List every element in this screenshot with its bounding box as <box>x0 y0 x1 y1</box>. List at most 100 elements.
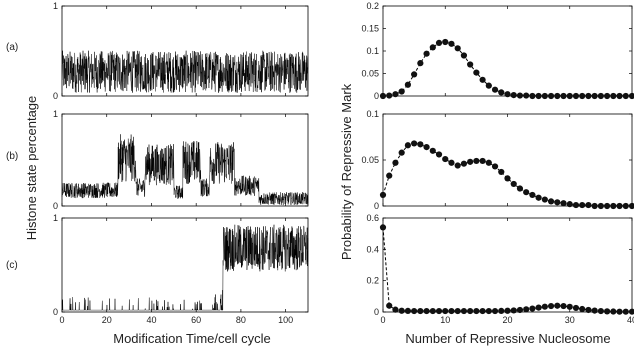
data-point <box>429 147 436 154</box>
x-tick-label: 40 <box>146 315 156 325</box>
data-point <box>498 89 505 96</box>
data-point <box>491 307 499 315</box>
y-tick-label: 0 <box>53 91 58 101</box>
y-tick-label: 0.05 <box>361 155 379 165</box>
data-point <box>504 91 511 98</box>
x-tick-label: 60 <box>191 315 201 325</box>
data-point <box>560 92 567 100</box>
data-point <box>473 157 480 165</box>
data-point <box>622 92 629 100</box>
data-point <box>547 198 555 205</box>
y-tick-label: 0.05 <box>361 69 379 79</box>
data-point <box>404 81 411 88</box>
data-point <box>479 157 486 165</box>
data-point <box>622 202 629 210</box>
data-point <box>498 168 505 176</box>
data-point <box>516 185 524 192</box>
series-trace <box>61 224 309 311</box>
series-line <box>382 142 632 207</box>
data-point <box>535 304 542 311</box>
data-point <box>541 196 548 203</box>
data-point <box>535 92 542 100</box>
data-point <box>604 92 611 100</box>
data-point <box>591 202 598 210</box>
data-point <box>404 142 411 149</box>
plot-frame <box>61 5 309 97</box>
data-point <box>454 45 461 52</box>
data-point <box>616 202 623 210</box>
data-point <box>417 60 424 67</box>
x-tick-label: 80 <box>236 315 246 325</box>
series-trace <box>61 134 309 206</box>
data-point <box>411 307 418 315</box>
data-point <box>423 307 430 315</box>
x-tick-label: 10 <box>440 315 450 325</box>
x-tick-label: 20 <box>502 315 512 325</box>
data-point <box>579 305 586 313</box>
data-point <box>404 307 411 315</box>
data-point <box>554 199 561 206</box>
data-point <box>417 141 424 148</box>
data-point <box>460 52 468 59</box>
data-point <box>442 307 449 315</box>
data-point <box>504 307 511 314</box>
data-point <box>622 308 629 315</box>
data-point <box>435 39 443 47</box>
data-point <box>579 92 586 100</box>
data-point <box>554 302 561 309</box>
plot-frame <box>61 113 309 207</box>
data-point <box>398 307 405 314</box>
data-point <box>510 92 517 99</box>
data-point <box>467 61 474 68</box>
data-point <box>454 307 461 315</box>
series-trace <box>61 50 309 94</box>
data-point <box>535 194 542 201</box>
data-point <box>566 92 573 100</box>
data-point <box>448 40 455 47</box>
data-point <box>485 159 492 166</box>
panel-label-c: (c) <box>6 260 18 271</box>
y-tick-label: 0 <box>374 201 379 211</box>
data-point <box>411 71 418 78</box>
panel-a-plot: 01 <box>53 1 309 101</box>
data-point <box>591 307 598 314</box>
plot-frame <box>382 113 633 207</box>
left-y-axis-label: Histone state percentage <box>24 96 39 241</box>
data-point <box>429 307 436 315</box>
data-point <box>386 302 393 309</box>
data-point <box>523 306 530 313</box>
data-point <box>585 201 592 209</box>
data-point <box>473 307 480 315</box>
y-tick-label: 0.2 <box>366 1 379 11</box>
data-point <box>423 144 430 151</box>
data-point <box>448 159 455 166</box>
data-point <box>467 307 474 315</box>
y-tick-label: 0 <box>374 91 379 101</box>
data-point <box>610 202 617 210</box>
data-point <box>597 92 604 100</box>
right-y-axis-label: Probability of Repressive Mark <box>339 83 354 260</box>
y-tick-label: 1 <box>53 1 58 11</box>
data-point <box>435 307 443 315</box>
data-point <box>616 92 623 100</box>
data-point <box>417 307 424 315</box>
data-point <box>423 50 430 57</box>
data-point <box>523 189 530 196</box>
data-point <box>597 307 604 315</box>
data-point <box>473 69 480 76</box>
data-point <box>572 92 580 100</box>
y-tick-label: 0.4 <box>366 244 379 254</box>
plot-frame <box>382 217 633 313</box>
series-line <box>382 41 632 97</box>
data-point <box>529 92 536 100</box>
data-point <box>392 159 399 166</box>
x-tick-label: 0 <box>380 315 385 325</box>
y-tick-label: 0.2 <box>366 276 379 286</box>
x-tick-label: 30 <box>565 315 575 325</box>
data-point <box>510 307 517 314</box>
panel-b-plot: 01 <box>53 109 309 211</box>
data-point <box>554 92 561 100</box>
data-point <box>628 308 634 315</box>
data-point <box>541 92 548 100</box>
